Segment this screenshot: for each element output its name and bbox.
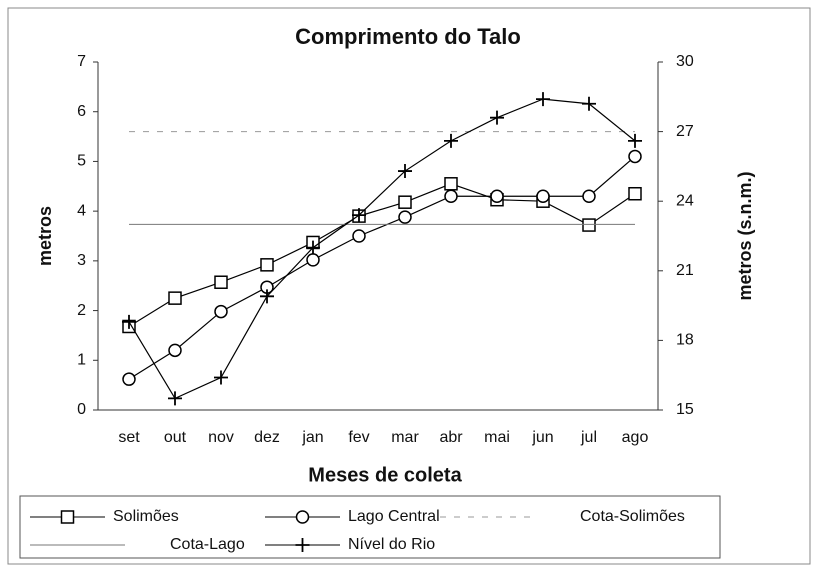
- marker-plus: [444, 133, 458, 148]
- y-tick-label: 3: [77, 252, 86, 269]
- marker-plus: [214, 370, 228, 385]
- series-line: [128, 156, 636, 380]
- x-tick-label: set: [118, 429, 140, 446]
- x-tick-label: ago: [622, 429, 649, 446]
- marker-plus: [536, 92, 550, 107]
- marker-circle: [398, 210, 412, 224]
- y-tick-label: 6: [77, 103, 86, 120]
- marker-square: [214, 275, 228, 289]
- x-axis-title: Meses de coleta: [308, 464, 462, 486]
- marker-plus: [490, 110, 504, 125]
- legend-label: Solimões: [113, 508, 179, 525]
- marker-square: [628, 186, 642, 201]
- y2-tick-label: 21: [676, 262, 694, 279]
- marker-plus: [295, 538, 310, 552]
- marker-circle: [444, 189, 458, 203]
- marker-plus: [352, 208, 366, 223]
- x-tick-label: out: [164, 429, 187, 446]
- legend-label: Cota-Lago: [170, 536, 245, 553]
- marker-square: [582, 218, 596, 232]
- marker-square: [168, 291, 182, 305]
- series-line: [128, 98, 636, 400]
- marker-square: [398, 195, 412, 209]
- marker-plus: [628, 133, 642, 148]
- x-tick-label: mar: [391, 429, 419, 446]
- y-tick-label: 2: [77, 302, 86, 319]
- marker-circle: [168, 343, 182, 358]
- marker-circle: [490, 189, 504, 203]
- marker-plus: [582, 96, 596, 111]
- legend-box: [19, 495, 721, 559]
- y-tick-label: 0: [77, 401, 86, 418]
- y2-tick-label: 30: [676, 53, 694, 70]
- y-tick-label: 1: [77, 352, 86, 369]
- marker-circle: [122, 372, 136, 386]
- y-tick-label: 5: [77, 153, 86, 170]
- x-tick-label: mai: [484, 429, 510, 446]
- legend-label: Lago Central: [348, 508, 440, 525]
- y2-tick-label: 24: [676, 192, 694, 209]
- marker-circle: [214, 304, 228, 319]
- marker-square: [444, 177, 458, 191]
- x-tick-label: jul: [580, 429, 597, 446]
- y-tick-label: 7: [77, 53, 86, 70]
- y-tick-label: 4: [77, 202, 86, 219]
- marker-plus: [168, 391, 182, 406]
- marker-circle: [306, 253, 320, 267]
- y2-tick-label: 15: [676, 401, 694, 418]
- x-tick-label: nov: [208, 429, 234, 446]
- legend-label: Nível do Rio: [348, 536, 435, 553]
- chart-title: Comprimento do Talo: [295, 24, 521, 49]
- x-tick-label: dez: [254, 429, 280, 446]
- x-tick-label: jun: [531, 429, 553, 446]
- marker-plus: [398, 164, 412, 179]
- legend-label: Cota-Solimões: [580, 508, 685, 525]
- marker-plus: [260, 289, 274, 304]
- series-line: [128, 183, 636, 327]
- marker-circle: [582, 189, 596, 203]
- x-tick-label: fev: [348, 429, 369, 446]
- marker-circle: [628, 149, 642, 164]
- x-tick-label: abr: [439, 429, 463, 446]
- x-tick-label: jan: [301, 429, 323, 446]
- marker-square: [260, 258, 274, 272]
- y2-tick-label: 27: [676, 123, 694, 140]
- marker-plus: [122, 314, 136, 329]
- y2-tick-label: 18: [676, 332, 694, 349]
- marker-circle: [352, 229, 366, 243]
- marker-circle: [536, 189, 550, 203]
- marker-circle: [295, 510, 310, 524]
- marker-plus: [306, 240, 320, 255]
- frame: [7, 7, 811, 565]
- y-axis-title: metros: [35, 206, 55, 266]
- y2-axis-title: metros (s.n.m.): [735, 171, 755, 300]
- marker-square: [60, 510, 75, 524]
